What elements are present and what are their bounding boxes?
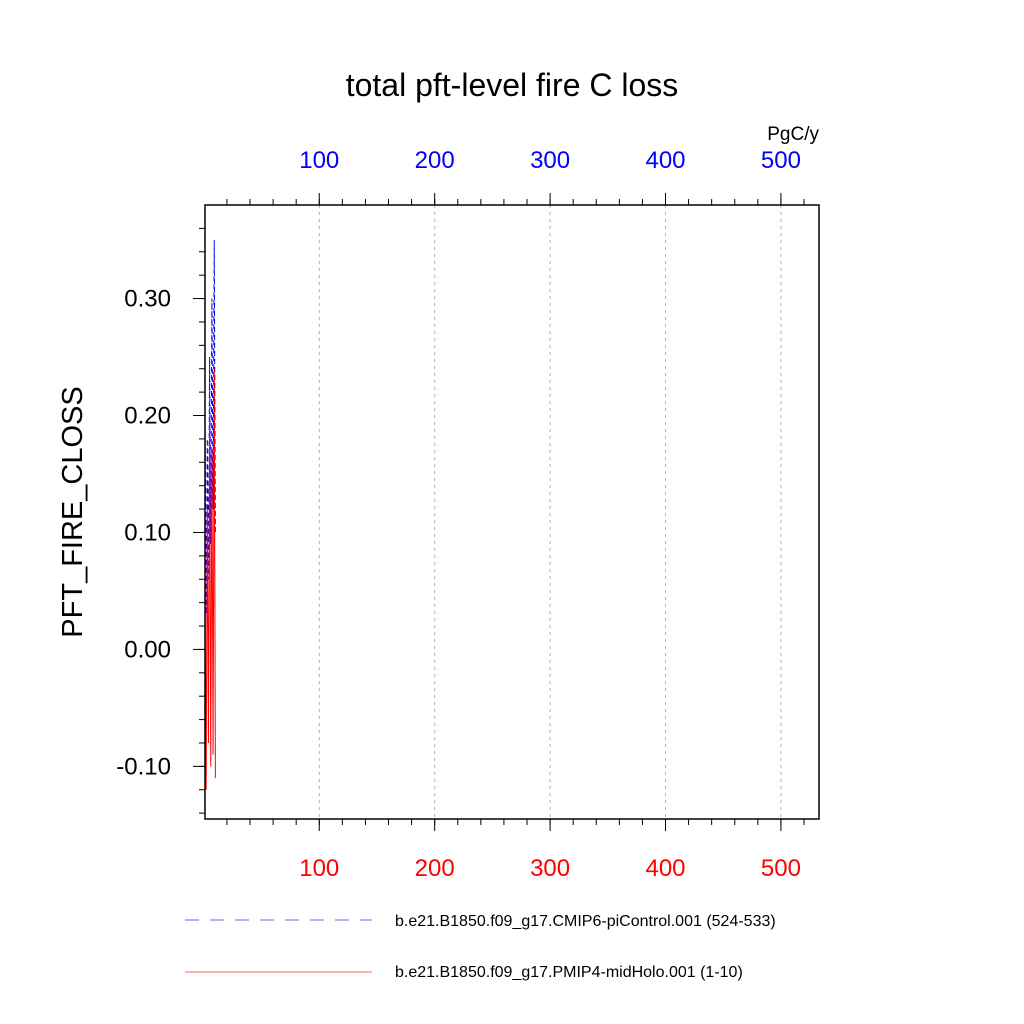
- x-tick-label-bottom: 300: [530, 855, 570, 882]
- y-axis-label: PFT_FIRE_CLOSS: [57, 386, 89, 637]
- y-tick-label: 0.00: [124, 636, 171, 663]
- x-tick-label-top: 100: [299, 147, 339, 174]
- label-layer: 100 200 300 400 500 100 200 300 400 500 -0.10 0.00 0…: [116, 147, 801, 882]
- series-line-midholo: [204, 368, 216, 790]
- x-tick-label-top: 400: [645, 147, 685, 174]
- x-tick-label-bottom: 400: [645, 855, 685, 882]
- tick-layer: [193, 193, 805, 831]
- x-tick-label-top: 500: [761, 147, 801, 174]
- y-tick-label: -0.10: [116, 753, 171, 780]
- grid-layer: [318, 205, 782, 819]
- y-tick-label: 0.30: [124, 286, 171, 313]
- x-tick-label-bottom: 500: [761, 855, 801, 882]
- chart-title: total pft-level fire C loss: [346, 67, 679, 103]
- series-layer: [204, 240, 216, 790]
- legend: b.e21.B1850.f09_g17.CMIP6-piControl.001 …: [185, 913, 776, 981]
- x-tick-label-bottom: 200: [415, 855, 455, 882]
- legend-label-picontrol: b.e21.B1850.f09_g17.CMIP6-piControl.001 …: [395, 913, 776, 930]
- series-line-picontrol: [204, 240, 216, 615]
- y-tick-label: 0.10: [124, 519, 171, 546]
- x-tick-label-top: 200: [415, 147, 455, 174]
- x-tick-label-bottom: 100: [299, 855, 339, 882]
- top-axis-unit: PgC/y: [767, 124, 819, 145]
- plot-frame: [204, 204, 820, 820]
- x-tick-label-top: 300: [530, 147, 570, 174]
- legend-label-midholo: b.e21.B1850.f09_g17.PMIP4-midHolo.001 (1…: [395, 964, 743, 981]
- y-tick-label: 0.20: [124, 403, 171, 430]
